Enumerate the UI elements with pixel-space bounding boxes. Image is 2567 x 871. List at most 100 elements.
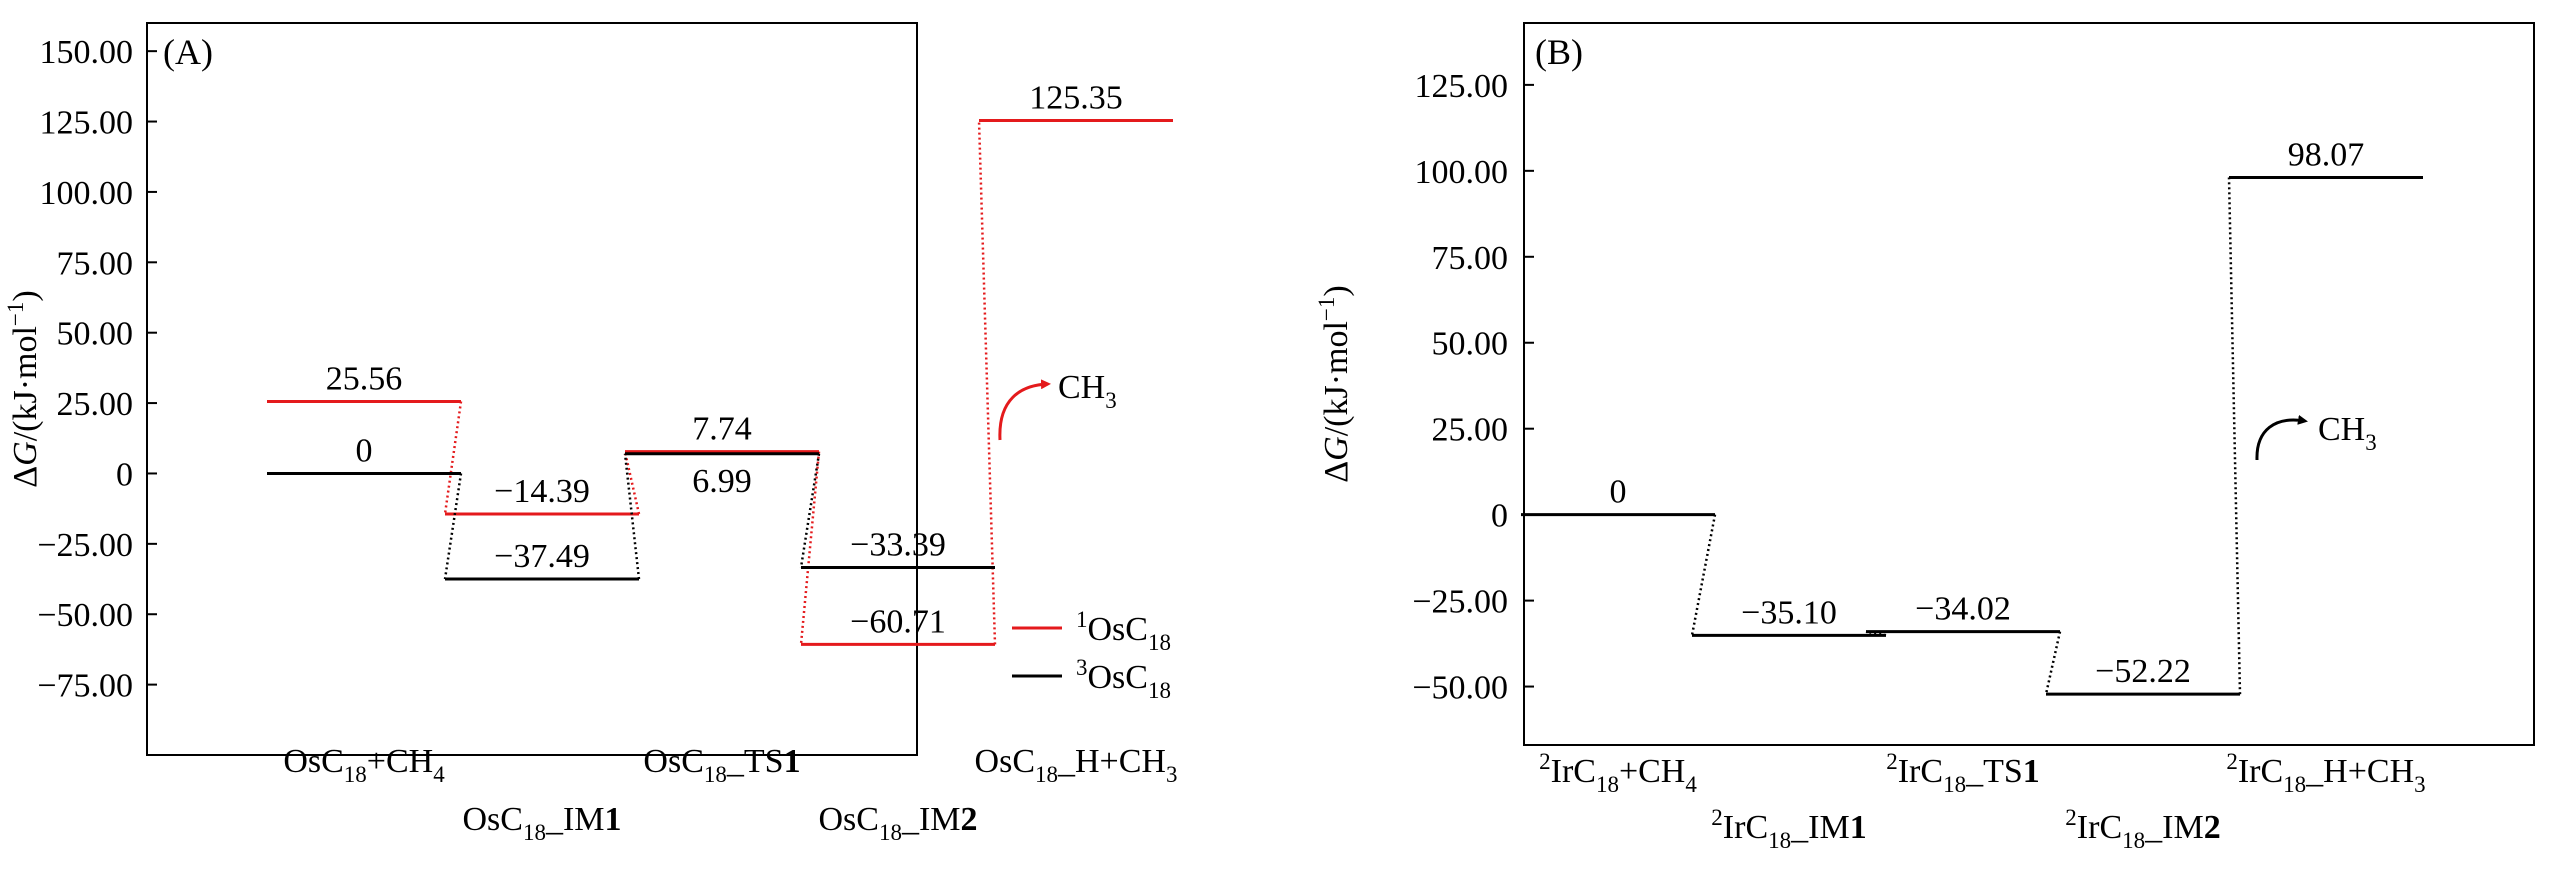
x-category-label-part: IrC xyxy=(1898,753,1943,790)
value-label: −33.39 xyxy=(850,526,946,563)
y-axis-label-exponent: −1 xyxy=(3,302,28,326)
x-category-label-part: 18 xyxy=(879,820,902,845)
legend-label-part: OsC xyxy=(1088,659,1148,696)
x-category-label-part: 18 xyxy=(523,820,546,845)
panel-label: (B) xyxy=(1535,32,1583,72)
connector-line xyxy=(623,451,641,515)
y-axis-label: ΔG/(kJ·mol−1) xyxy=(1314,285,1355,482)
plot-frame xyxy=(1523,22,2535,746)
x-category-label-part: 18 xyxy=(1943,772,1966,797)
series-0: 25.56 −14.39 7.74 −60.71 125.35 xyxy=(267,80,1173,646)
x-category-label-part: 2 xyxy=(2204,809,2221,846)
x-category-label: 2IrC18_H+CH3 xyxy=(2226,749,2425,797)
value-label: 6.99 xyxy=(692,463,752,500)
x-category-label-part: 18 xyxy=(1596,772,1619,797)
value-label: −60.71 xyxy=(850,603,946,640)
y-axis-label-exponent: −1 xyxy=(1314,297,1339,321)
value-label: 0 xyxy=(356,432,373,469)
x-category-label-part: 2 xyxy=(2065,805,2077,830)
legend-label-part: OsC xyxy=(1088,611,1148,648)
x-category-label-part: 2 xyxy=(1711,805,1723,830)
y-tick-label: 25.00 xyxy=(1432,412,1509,449)
legend-label: 3OsC18 xyxy=(1076,655,1171,703)
y-tick-label: 150.00 xyxy=(40,34,134,71)
series-0: 0 −35.10 −34.02 −52.22 98.07 xyxy=(1521,136,2423,696)
panel-a: (A) 150.00 125.00 100.00 75.00 50.00 25.00 0 −25… xyxy=(3,22,1178,845)
x-category-label: OsC18_IM1 xyxy=(462,801,621,845)
x-category-label-part: 18 xyxy=(2283,772,2306,797)
release-arrow xyxy=(998,379,1051,441)
connector-line xyxy=(1865,630,1887,637)
x-category-label-part: 2 xyxy=(1886,749,1898,774)
x-category-label-part: _TS xyxy=(726,743,784,780)
value-label: 7.74 xyxy=(692,411,752,448)
x-category-label: OsC18+CH4 xyxy=(283,743,445,787)
y-tick-label: 75.00 xyxy=(57,245,134,282)
connector-line xyxy=(977,120,997,645)
legend-label-part: 18 xyxy=(1148,678,1171,703)
y-axis-label-g: G xyxy=(7,441,44,466)
x-category-label-part: 18 xyxy=(2122,828,2145,853)
y-axis-label-delta: Δ xyxy=(1318,461,1355,483)
x-category-label-part: IrC xyxy=(1551,753,1596,790)
y-axis-label-unit: /(kJ·mol xyxy=(1318,321,1355,436)
x-category-label-part: 3 xyxy=(2414,772,2426,797)
x-category-label-part: 1 xyxy=(605,801,622,838)
connector-line xyxy=(443,473,463,580)
y-tick-label: 100.00 xyxy=(1415,154,1509,191)
value-label: −14.39 xyxy=(494,473,590,510)
y-axis-label-g: G xyxy=(1318,436,1355,461)
x-category-label-part: +CH xyxy=(1619,753,1685,790)
x-category-label: OsC18_H+CH3 xyxy=(975,743,1178,787)
x-category-label-part: OsC xyxy=(975,743,1035,780)
x-category-label-part: _IM xyxy=(2144,809,2204,846)
x-category-label: OsC18_TS1 xyxy=(643,743,800,787)
legend-label: 1OsC18 xyxy=(1076,607,1171,655)
x-category-label-part: 18 xyxy=(1035,762,1058,787)
x-category-label-part: OsC xyxy=(462,801,522,838)
annotation-label-part: CH xyxy=(1058,369,1105,406)
y-tick-label: −25.00 xyxy=(1412,584,1508,621)
value-label: 0 xyxy=(1610,474,1627,511)
connector-line xyxy=(2227,177,2242,695)
legend-label-part: 18 xyxy=(1148,630,1171,655)
y-tick-label: 50.00 xyxy=(57,316,134,353)
x-category-label-part: 2 xyxy=(2226,749,2238,774)
series-1: 0 −37.49 6.99 −33.39 xyxy=(267,432,995,581)
x-category-label-part: 4 xyxy=(433,762,445,787)
y-tick-label: 125.00 xyxy=(1415,68,1509,105)
y-tick-label: 125.00 xyxy=(40,105,134,142)
annotation-label: CH3 xyxy=(1058,369,1117,413)
annotation-label-part: CH xyxy=(2318,411,2365,448)
x-category-label-part: IrC xyxy=(2238,753,2283,790)
x-category-label-part: 18 xyxy=(1768,828,1791,853)
x-category-label-part: 18 xyxy=(344,762,367,787)
x-category-label-part: 2 xyxy=(961,801,978,838)
x-category-label: 2IrC18_TS1 xyxy=(1886,749,2040,797)
connector-line xyxy=(623,453,641,580)
annotation-label-part: 3 xyxy=(1105,388,1117,413)
y-tick-label: 50.00 xyxy=(1432,326,1509,363)
value-label: −37.49 xyxy=(494,538,590,575)
y-axis-label-delta: Δ xyxy=(7,466,44,488)
x-category-label-part: 1 xyxy=(2023,753,2040,790)
x-category-label-part: 18 xyxy=(704,762,727,787)
x-category-label-part: IrC xyxy=(1723,809,1768,846)
y-tick-label: −50.00 xyxy=(37,597,133,634)
x-category-label-part: OsC xyxy=(283,743,343,780)
x-category-label: 2IrC18_IM1 xyxy=(1711,805,1866,853)
y-tick-label: −75.00 xyxy=(37,668,133,705)
x-category-label-part: _IM xyxy=(545,801,605,838)
value-label: −34.02 xyxy=(1915,591,2011,628)
y-tick-label: −50.00 xyxy=(1412,670,1508,707)
connector-line xyxy=(2044,631,2062,695)
value-label: 125.35 xyxy=(1029,80,1123,117)
connector-line xyxy=(799,451,821,645)
x-category-label-part: _IM xyxy=(1790,809,1850,846)
y-tick-label: 75.00 xyxy=(1432,240,1509,277)
x-category-label: 2IrC18+CH4 xyxy=(1539,749,1697,797)
connector-line xyxy=(443,401,463,515)
panel-b: (B) 125.00 100.00 75.00 50.00 25.00 0 −25.00 −50… xyxy=(1314,22,2535,853)
value-label: 98.07 xyxy=(2288,136,2365,173)
